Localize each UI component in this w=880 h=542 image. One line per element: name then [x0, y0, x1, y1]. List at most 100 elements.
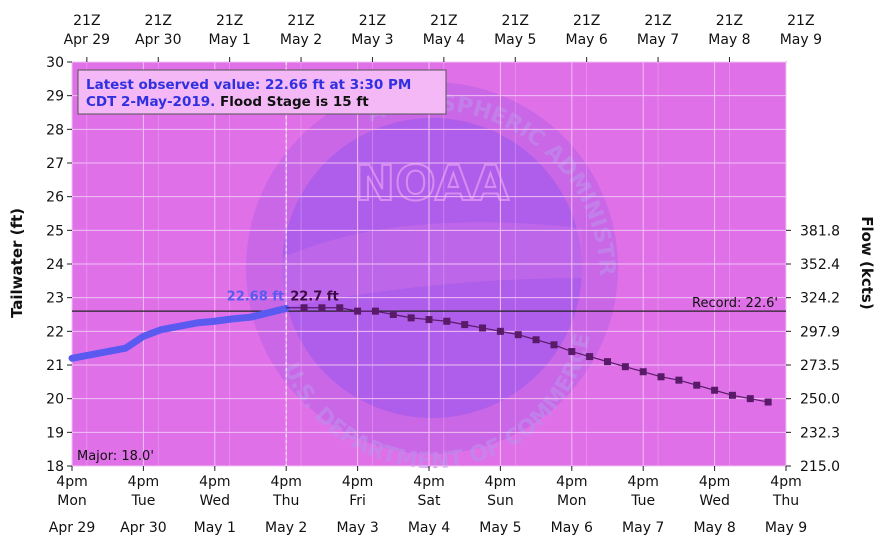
- top-tick-date: May 2: [280, 32, 322, 48]
- top-tick-date: Apr 30: [135, 32, 181, 48]
- top-tick-time: 21Z: [287, 13, 314, 29]
- bottom-tick-time: 4pm: [128, 474, 159, 490]
- forecast-point: [443, 317, 451, 325]
- observed-value-label: 22.68 ft: [227, 289, 285, 304]
- grid-lines: [71, 61, 787, 467]
- bottom-axis: 4pm Mon Apr 29 4pm Tue Apr 30 4pm Wed May 1 4pm Th…: [49, 466, 807, 536]
- forecast-point: [764, 398, 772, 406]
- bottom-tick-date: May 8: [693, 520, 735, 536]
- watermark-disc: [282, 118, 582, 418]
- top-tick-time: 21Z: [502, 13, 529, 29]
- right-tick-label: 215.0: [800, 459, 840, 475]
- bottom-tick-date: Apr 29: [49, 520, 95, 536]
- top-tick-time: 21Z: [216, 13, 243, 29]
- top-tick-date: May 6: [565, 32, 607, 48]
- bottom-tick-weekday: Mon: [557, 493, 587, 509]
- bottom-tick-weekday: Thu: [272, 493, 299, 509]
- top-tick-time: 21Z: [145, 13, 172, 29]
- left-tick-label: 26: [46, 190, 64, 206]
- left-tick-label: 18: [46, 459, 64, 475]
- right-tick-label: 381.8: [800, 223, 840, 239]
- y-axis-title-left: Tailwater (ft): [8, 208, 26, 318]
- forecast-point: [407, 314, 415, 322]
- bottom-tick-time: 4pm: [556, 474, 587, 490]
- forecast-point: [693, 381, 701, 389]
- forecast-series-line: [286, 307, 769, 403]
- bottom-tick-time: 4pm: [270, 474, 301, 490]
- top-tick-date: May 7: [637, 32, 679, 48]
- annotation-labels: 22.68 ft 22.7 ft: [227, 289, 339, 304]
- left-tick-label: 28: [46, 122, 64, 138]
- top-tick-date: May 5: [494, 32, 536, 48]
- top-tick-time: 21Z: [644, 13, 671, 29]
- top-tick-date: Apr 29: [64, 32, 110, 48]
- info-box-flood-stage: Flood Stage is 15 ft: [215, 94, 369, 110]
- bottom-tick-date: May 5: [479, 520, 521, 536]
- top-tick-date: May 1: [208, 32, 250, 48]
- forecast-point: [389, 311, 397, 318]
- right-tick-label: 250.0: [800, 392, 840, 408]
- bottom-tick-date: Apr 30: [120, 520, 166, 536]
- bottom-tick-weekday: Thu: [772, 493, 799, 509]
- bottom-tick-date: May 6: [551, 520, 593, 536]
- forecast-point: [479, 324, 487, 332]
- top-tick-time: 21Z: [73, 13, 100, 29]
- reference-lines: Record: 22.6' Major: 18.0': [72, 62, 786, 466]
- top-tick-time: 21Z: [430, 13, 457, 29]
- forecast-point: [336, 304, 344, 312]
- left-tick-label: 23: [46, 291, 64, 307]
- bottom-tick-weekday: Tue: [630, 493, 655, 509]
- info-box: Latest observed value: 22.66 ft at 3:30 …: [77, 69, 447, 115]
- record-stage-label: Record: 22.6': [692, 296, 778, 311]
- left-tick-label: 19: [46, 425, 64, 441]
- forecast-point: [496, 327, 504, 335]
- top-tick-date: May 9: [780, 32, 822, 48]
- left-tick-label: 24: [46, 257, 64, 273]
- right-tick-label: 273.5: [800, 358, 840, 374]
- bottom-tick-weekday: Sun: [487, 493, 514, 509]
- bottom-tick-time: 4pm: [342, 474, 373, 490]
- forecast-point: [354, 307, 362, 315]
- forecast-point: [300, 304, 308, 312]
- left-tick-label: 27: [46, 156, 64, 172]
- right-tick-label: 297.9: [800, 324, 840, 340]
- info-box-line2: CDT 2-May-2019. Flood Stage is 15 ft: [86, 94, 369, 110]
- top-tick-time: 21Z: [716, 13, 743, 29]
- watermark-noaa: NOAA: [355, 156, 509, 212]
- watermark-bird: [282, 222, 582, 308]
- series-layer: [68, 304, 772, 406]
- forecast-point: [568, 348, 576, 356]
- top-tick-time: 21Z: [787, 13, 814, 29]
- forecast-point: [604, 358, 611, 366]
- right-tick-label: 232.3: [800, 425, 840, 441]
- left-tick-label: 21: [46, 358, 64, 374]
- forecast-point: [318, 304, 326, 312]
- info-box-line1: Latest observed value: 22.66 ft at 3:30 …: [86, 77, 411, 93]
- forecast-point: [728, 391, 736, 399]
- bottom-tick-time: 4pm: [199, 474, 230, 490]
- forecast-point: [586, 353, 594, 361]
- forecast-point: [532, 336, 540, 344]
- left-tick-label: 20: [46, 392, 64, 408]
- top-tick-time: 21Z: [573, 13, 600, 29]
- y-axis-title-right: Flow (kcts): [858, 216, 876, 309]
- top-tick-date: May 3: [351, 32, 393, 48]
- forecast-point: [425, 316, 433, 324]
- bottom-tick-weekday: Fri: [349, 493, 366, 509]
- bottom-tick-weekday: Wed: [699, 493, 730, 509]
- forecast-point: [621, 363, 629, 371]
- bottom-tick-weekday: Sat: [418, 493, 441, 509]
- forecast-value-label: 22.7 ft: [290, 289, 338, 304]
- info-box-date: CDT 2-May-2019.: [86, 94, 215, 110]
- bottom-tick-time: 4pm: [56, 474, 87, 490]
- forecast-point: [639, 368, 647, 376]
- forecast-point: [461, 321, 469, 329]
- info-box-frame: [77, 69, 447, 115]
- bottom-tick-date: May 9: [765, 520, 807, 536]
- top-tick-time: 21Z: [359, 13, 386, 29]
- top-axis: 21Z Apr 29 21Z Apr 30 21Z May 1 21Z May 2 21Z May…: [64, 13, 822, 62]
- bottom-tick-time: 4pm: [770, 474, 801, 490]
- forecast-point: [657, 373, 665, 381]
- left-tick-label: 25: [46, 223, 64, 239]
